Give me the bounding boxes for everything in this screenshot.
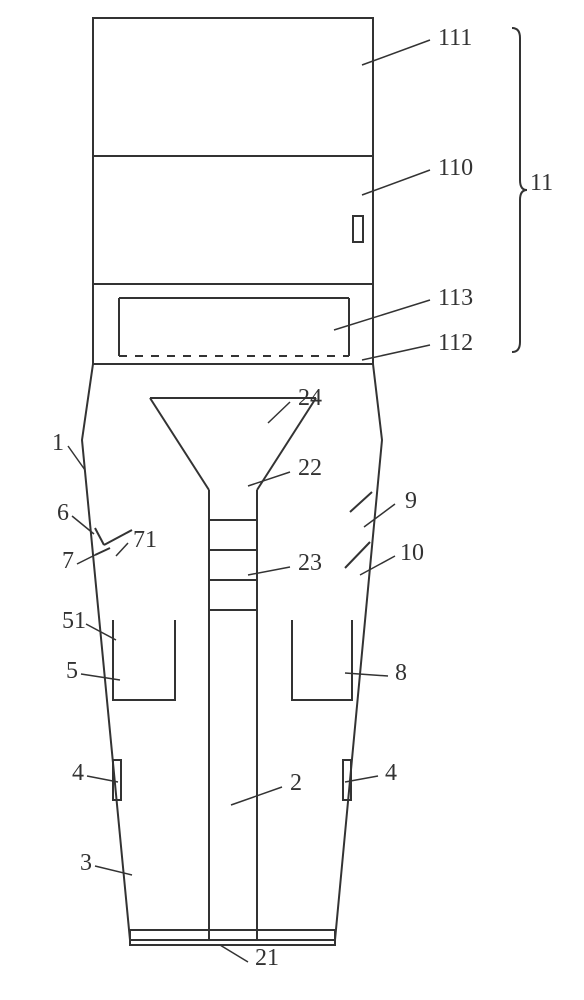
label-5: 5	[66, 658, 78, 684]
label-2: 2	[290, 770, 302, 796]
label-3: 3	[80, 850, 92, 876]
label-1: 1	[52, 430, 64, 456]
label-23: 23	[298, 550, 322, 576]
label-9: 9	[405, 488, 417, 514]
label-4: 4	[72, 760, 84, 786]
label-110: 110	[438, 155, 473, 181]
label-71: 71	[133, 527, 157, 553]
patent-figure: 11111011311211241226971723105158424321	[0, 0, 584, 1000]
label-24: 24	[298, 385, 322, 411]
label-7: 7	[62, 548, 74, 574]
label-10: 10	[400, 540, 424, 566]
mid-mark	[353, 216, 363, 242]
label-22: 22	[298, 455, 322, 481]
part-111	[93, 18, 373, 156]
label-112: 112	[438, 330, 473, 356]
label-113: 113	[438, 285, 473, 311]
label-11: 11	[530, 170, 553, 196]
label-6: 6	[57, 500, 69, 526]
label-4: 4	[385, 760, 397, 786]
part-110	[93, 156, 373, 284]
body-1	[82, 364, 382, 940]
label-51: 51	[62, 608, 86, 634]
part-8	[292, 620, 352, 700]
part-21	[130, 930, 335, 945]
label-111: 111	[438, 25, 472, 51]
label-8: 8	[395, 660, 407, 686]
part-5	[113, 620, 175, 700]
brace-11	[512, 28, 527, 352]
label-21: 21	[255, 945, 279, 971]
part-112	[93, 284, 373, 364]
